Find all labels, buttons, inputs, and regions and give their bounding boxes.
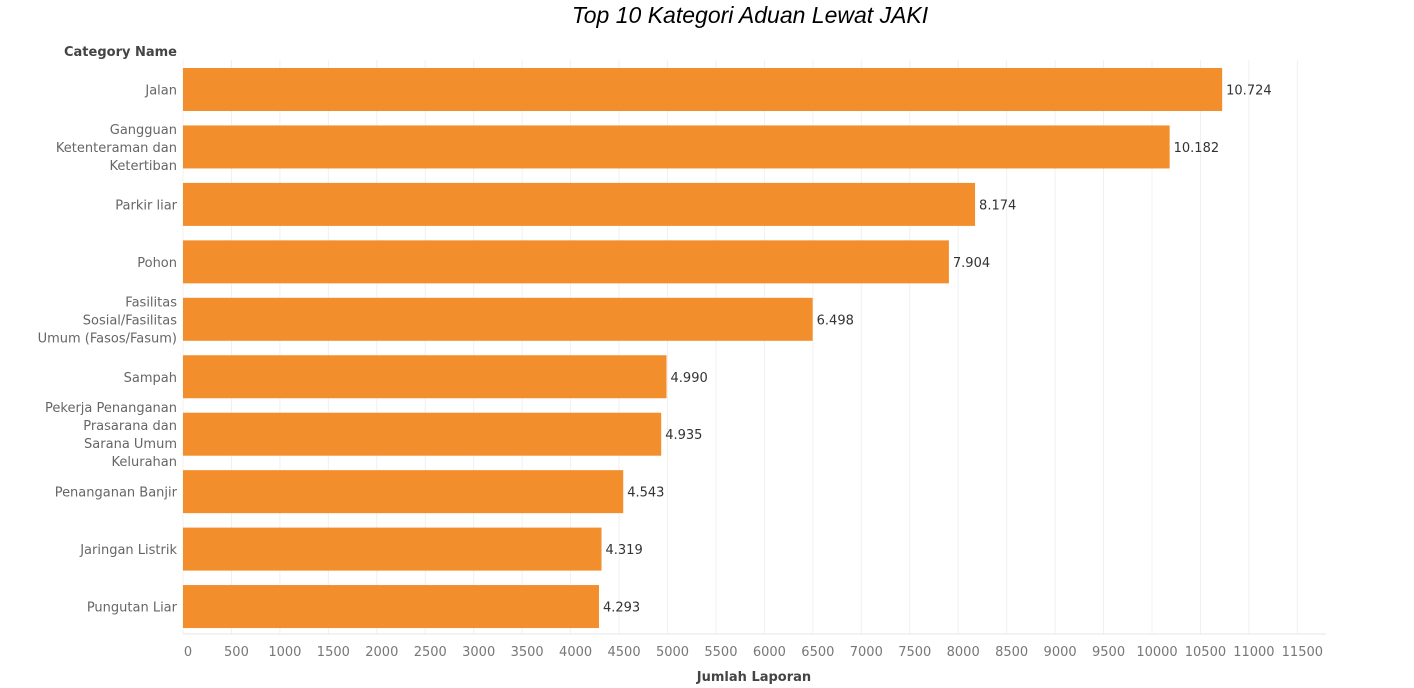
value-label: 6.498 xyxy=(817,313,854,328)
bar xyxy=(183,297,813,341)
value-label: 8.174 xyxy=(979,198,1016,213)
category-label: Jaringan Listrik xyxy=(79,543,177,558)
x-tick-label: 10000 xyxy=(1136,645,1177,660)
x-tick-label: 1000 xyxy=(268,645,301,660)
bar xyxy=(183,527,602,571)
value-label: 4.990 xyxy=(671,371,708,386)
x-tick-label: 5500 xyxy=(704,645,737,660)
x-tick-label: 10500 xyxy=(1185,645,1226,660)
x-tick-label: 11500 xyxy=(1282,645,1323,660)
category-label: Pekerja Penanganan Prasarana dan Sarana Um… xyxy=(45,401,177,470)
bar xyxy=(183,355,667,399)
category-label: Sampah xyxy=(124,371,177,386)
value-label: 7.904 xyxy=(953,256,990,271)
x-tick-label: 1500 xyxy=(317,645,350,660)
value-label: 4.319 xyxy=(606,543,643,558)
x-tick-label: 5000 xyxy=(656,645,689,660)
value-label: 4.935 xyxy=(665,428,702,443)
chart-title: Top 10 Kategori Aduan Lewat JAKI xyxy=(571,2,929,28)
x-tick-label: 7500 xyxy=(898,645,931,660)
x-tick-label: 9500 xyxy=(1092,645,1125,660)
x-tick-label: 3000 xyxy=(462,645,495,660)
x-tick-label: 0 xyxy=(184,645,192,660)
category-label: Pohon xyxy=(137,256,177,271)
category-label: Gangguan Ketenteraman dan Ketertiban xyxy=(56,123,177,174)
x-tick-label: 7000 xyxy=(850,645,883,660)
x-axis-ticks: 0 500 1000 1500 2000 2500 3000 3500 4000 4500 5000… xyxy=(184,645,1323,660)
bar xyxy=(183,182,976,226)
category-label: Pungutan Liar xyxy=(87,601,178,616)
x-tick-label: 11000 xyxy=(1233,645,1274,660)
category-label: Fasilitas Sosial/Fasilitas Umum (Fasos/Fas… xyxy=(38,295,178,346)
x-tick-label: 6000 xyxy=(753,645,786,660)
x-tick-label: 4500 xyxy=(608,645,641,660)
x-tick-label: 3500 xyxy=(511,645,544,660)
x-tick-label: 4000 xyxy=(559,645,592,660)
bar xyxy=(183,470,624,514)
x-tick-label: 8000 xyxy=(947,645,980,660)
category-label: Parkir liar xyxy=(115,198,177,213)
bar xyxy=(183,585,599,629)
bar xyxy=(183,68,1223,111)
value-labels: 10.724 10.182 8.174 7.904 6.498 4.990 4.935 4.5… xyxy=(603,84,1272,616)
x-tick-label: 9000 xyxy=(1044,645,1077,660)
x-tick-label: 8500 xyxy=(995,645,1028,660)
bar xyxy=(183,240,949,284)
bars xyxy=(183,68,1223,629)
category-labels: Jalan Gangguan Ketenteraman dan Ketertiban P… xyxy=(38,84,178,616)
x-tick-label: 2000 xyxy=(365,645,398,660)
y-axis-title: Category Name xyxy=(64,45,177,60)
value-label: 4.543 xyxy=(627,486,664,501)
value-label: 10.724 xyxy=(1226,84,1272,99)
value-label: 10.182 xyxy=(1174,141,1220,156)
bar xyxy=(183,412,662,456)
value-label: 4.293 xyxy=(603,601,640,616)
category-label: Penanganan Banjir xyxy=(55,486,178,501)
bar xyxy=(183,125,1170,169)
x-tick-label: 2500 xyxy=(414,645,447,660)
category-label: Jalan xyxy=(144,84,177,99)
x-tick-label: 6500 xyxy=(801,645,834,660)
x-tick-label: 500 xyxy=(224,645,249,660)
x-axis-title: Jumlah Laporan xyxy=(696,670,811,685)
